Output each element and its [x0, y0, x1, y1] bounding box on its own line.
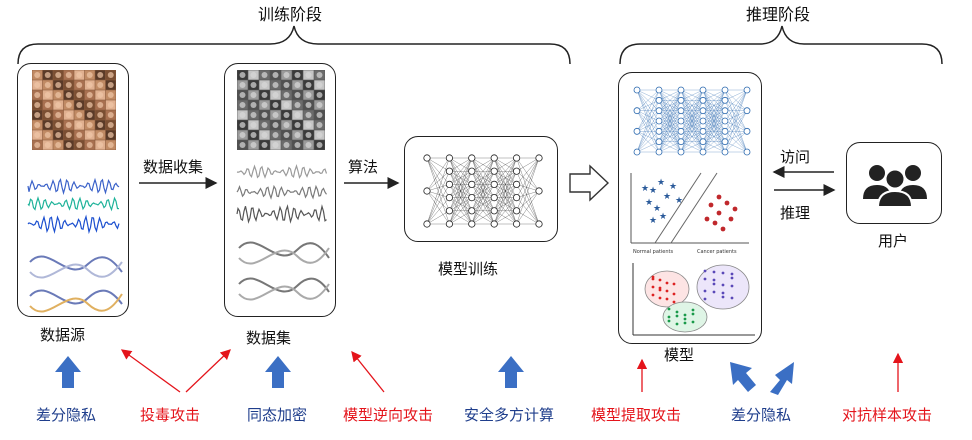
threat-label: 同态加密 — [247, 406, 308, 424]
inference-label: 推理 — [780, 204, 811, 222]
defense-arrow-dp2b — [770, 362, 794, 395]
waveform-image — [27, 177, 120, 235]
svg-text:★: ★ — [653, 204, 661, 214]
defense-arrow-he — [265, 356, 291, 388]
neural-network-diagram — [423, 154, 543, 228]
threat-label: 模型逆向攻击 — [343, 406, 434, 424]
model-training-label: 模型训练 — [438, 260, 499, 278]
grayscale-dna-image — [238, 241, 330, 301]
threat-label: 安全多方计算 — [464, 406, 555, 424]
training-brace — [17, 25, 571, 65]
training-stage-title: 训练阶段 — [258, 5, 323, 24]
users-icon — [863, 165, 927, 208]
dataset-panel — [224, 63, 336, 317]
inference-stage-title: 推理阶段 — [746, 5, 811, 24]
normal-patients-label: Normal patients — [633, 249, 673, 255]
user-panel — [846, 142, 942, 224]
grayscale-waveform-image — [236, 164, 328, 224]
dataset-label: 数据集 — [246, 329, 292, 347]
deploy-block-arrow — [569, 164, 610, 202]
threat-label: 投毒攻击 — [140, 406, 201, 424]
svg-text:★: ★ — [649, 186, 657, 196]
threat-label: 差分隐私 — [731, 406, 792, 424]
model-panel: ★ ★ ★ ★ ★ ★ ★ ★ ★ ★ Normal patients Cancer patien… — [618, 72, 762, 344]
svg-text:★: ★ — [669, 182, 677, 192]
user-label: 用户 — [878, 232, 909, 250]
model-label: 模型 — [664, 346, 695, 364]
svg-text:★: ★ — [675, 196, 683, 206]
clustering-plot-image — [632, 263, 755, 336]
attack-arrow-poison-left — [120, 349, 181, 393]
svg-text:★: ★ — [663, 192, 671, 202]
access-label: 访问 — [780, 148, 811, 166]
inference-brace — [619, 25, 943, 65]
svg-text:★: ★ — [641, 184, 649, 194]
threat-label: 差分隐私 — [36, 406, 97, 424]
model-images: ★★★★★★★★★★ Normal patients Cancer patien… — [630, 86, 755, 336]
threat-label: 模型提取攻击 — [591, 406, 682, 424]
defense-arrow-dp2a — [730, 362, 756, 392]
defense-arrow-dp1 — [55, 356, 81, 388]
svg-text:★: ★ — [659, 212, 667, 222]
data-source-panel — [17, 63, 129, 317]
threat-label: 对抗样本攻击 — [842, 406, 933, 424]
dataset-images — [236, 70, 330, 301]
model-training-panel — [404, 136, 558, 242]
model-network-image — [633, 86, 751, 156]
data-source-images — [27, 70, 123, 313]
defense-arrow-mpc — [498, 356, 524, 388]
svg-text:★: ★ — [657, 178, 665, 188]
data-collection-label: 数据收集 — [143, 158, 204, 176]
svg-text:★: ★ — [645, 198, 653, 208]
data-source-label: 数据源 — [40, 326, 86, 344]
grayscale-face-grid-image — [237, 70, 325, 150]
classification-plot-image: ★★★★★★★★★★ Normal patients Cancer patien… — [630, 172, 749, 255]
face-grid-image — [32, 70, 116, 150]
attack-arrow-inversion — [351, 350, 385, 393]
svg-text:★: ★ — [649, 216, 657, 226]
cancer-patients-label: Cancer patients — [697, 249, 737, 255]
algorithm-label: 算法 — [348, 158, 379, 176]
dna-image — [29, 255, 123, 313]
attack-arrow-poison-right — [185, 349, 231, 393]
